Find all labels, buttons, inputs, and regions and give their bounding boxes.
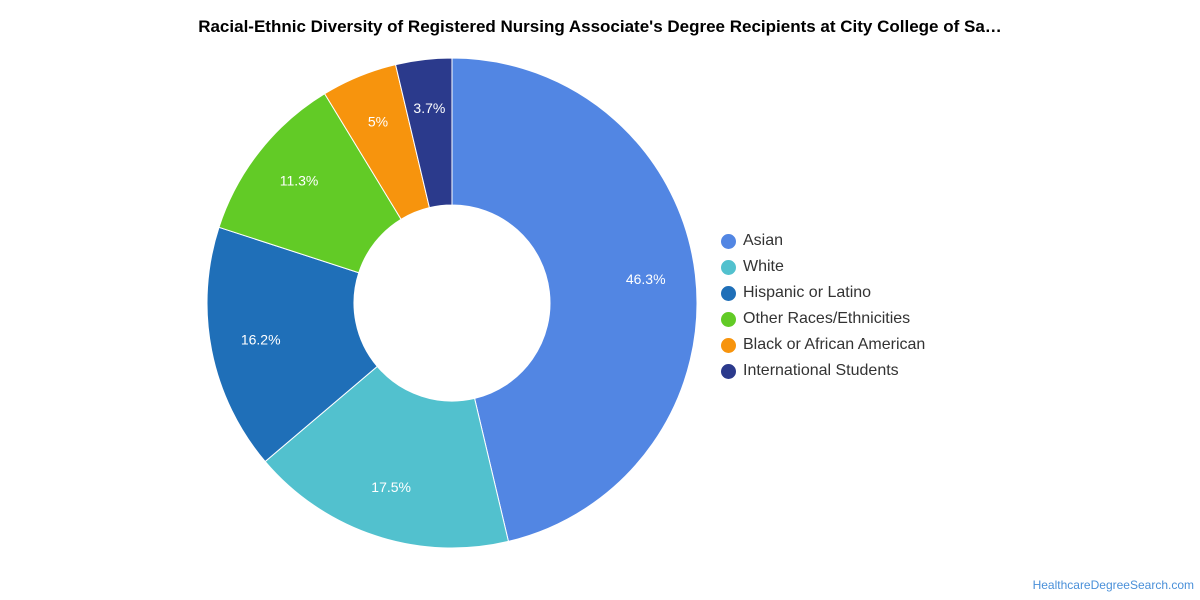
legend-color-dot [721,311,736,327]
slice-value-label: 17.5% [371,479,411,495]
slice-value-label: 11.3% [280,173,319,189]
chart-title: Racial-Ethnic Diversity of Registered Nu… [198,17,1002,36]
legend-label: International Students [743,362,899,379]
legend-label: Black or African American [743,336,926,353]
slice-value-label: 46.3% [626,271,666,287]
slice-value-label: 16.2% [241,331,281,347]
source-link[interactable]: HealthcareDegreeSearch.com [1032,578,1194,592]
chart-legend: Asian White Hispanic or Latino Other Races/… [721,228,925,384]
donut-slices [206,57,698,549]
slice-white[interactable] [264,365,510,549]
slice-value-label: 5% [368,113,388,129]
legend-color-dot [721,363,736,379]
slice-value-label: 3.7% [413,100,445,116]
donut-labels: 46.3% 17.5% 16.2% 11.3% 5% 3.7% [241,100,666,495]
legend-item[interactable]: Other Races/Ethnicities [721,306,925,332]
legend-color-dot [721,285,736,301]
legend-item[interactable]: International Students [721,358,925,384]
slice-other-races-ethnicities[interactable] [218,93,402,274]
legend-color-dot [721,337,736,353]
legend-label: Hispanic or Latino [743,284,872,301]
legend-item[interactable]: Hispanic or Latino [721,280,925,306]
slice-asian[interactable] [451,57,698,543]
legend-item[interactable]: White [721,254,925,280]
legend-item[interactable]: Black or African American [721,332,925,358]
slice-international-students[interactable] [394,57,453,209]
slice-hispanic-or-latino[interactable] [206,226,378,463]
legend-label: Other Races/Ethnicities [743,310,911,327]
legend-label: Asian [743,232,784,249]
legend-item[interactable]: Asian [721,228,925,254]
legend-label: White [743,258,784,275]
legend-color-dot [721,233,736,249]
legend-color-dot [721,259,736,275]
